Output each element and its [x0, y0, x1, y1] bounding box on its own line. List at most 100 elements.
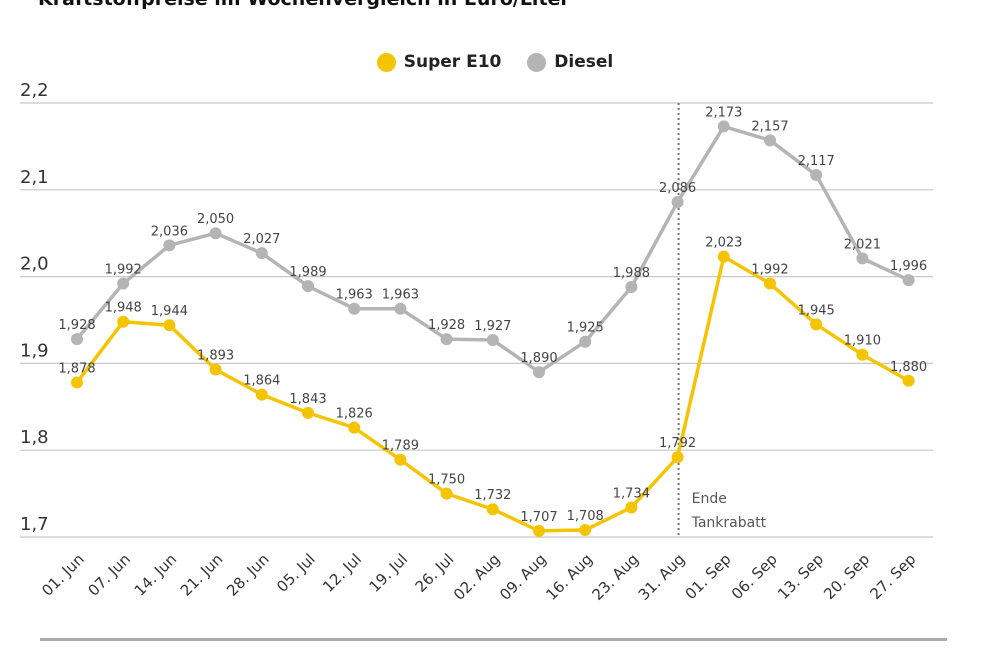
data-label: 2,050 — [197, 212, 234, 227]
data-label: 1,789 — [382, 439, 419, 454]
data-label: 2,023 — [705, 236, 742, 251]
data-point — [764, 134, 776, 147]
data-point — [902, 374, 915, 387]
data-label: 2,173 — [705, 105, 742, 120]
data-label: 2,086 — [659, 181, 696, 196]
data-point — [486, 333, 499, 346]
data-point — [71, 376, 83, 389]
data-label: 1,928 — [58, 318, 95, 333]
data-label: 1,893 — [197, 348, 234, 363]
data-label: 1,708 — [567, 509, 604, 524]
x-tick-label: 27. Sep — [866, 550, 919, 603]
data-label: 1,988 — [613, 266, 650, 281]
data-point — [117, 315, 130, 328]
x-tick-label: 02. Aug — [450, 550, 504, 604]
data-point — [717, 120, 730, 133]
data-label: 2,021 — [844, 237, 881, 252]
data-point — [671, 195, 684, 208]
data-point — [810, 318, 823, 331]
data-label: 1,945 — [798, 303, 835, 318]
data-point — [71, 333, 83, 346]
data-label: 1,989 — [289, 265, 326, 280]
x-tick-label: 21. Jun — [177, 550, 227, 600]
data-point — [533, 524, 545, 537]
data-label: 1,890 — [520, 351, 557, 366]
data-label: 1,732 — [474, 488, 511, 503]
data-label: 2,117 — [798, 154, 835, 169]
x-tick-label: 31. Aug — [635, 550, 689, 604]
data-point — [579, 335, 592, 348]
data-point — [302, 280, 314, 293]
x-tick-label: 05. Jul — [273, 550, 319, 596]
data-point — [394, 302, 407, 315]
x-tick-label: 16. Aug — [542, 550, 596, 604]
x-tick-label: 09. Aug — [496, 550, 550, 604]
legend-item-diesel: Diesel — [527, 52, 613, 72]
x-tick-label: 06. Sep — [728, 550, 781, 603]
data-point — [348, 421, 361, 434]
annotation-label: Tankrabatt — [691, 515, 767, 531]
x-tick-label: 26. Jul — [412, 550, 458, 596]
x-tick-label: 20. Sep — [820, 550, 873, 603]
legend-marker-icon — [527, 52, 547, 72]
data-point — [810, 169, 823, 182]
x-tick-label: 01. Sep — [682, 550, 735, 603]
data-label: 1,992 — [751, 263, 788, 278]
y-tick-label: 2,1 — [20, 167, 49, 188]
data-label: 1,826 — [336, 407, 373, 422]
data-label: 1,843 — [289, 392, 326, 407]
data-point — [163, 239, 176, 252]
data-point — [717, 250, 730, 263]
x-tick-label: 23. Aug — [589, 550, 643, 604]
data-label: 1,927 — [474, 319, 511, 334]
data-label: 1,910 — [844, 334, 881, 349]
data-point — [440, 333, 453, 346]
data-point — [902, 274, 915, 287]
data-point — [856, 348, 869, 361]
data-label: 2,157 — [751, 119, 788, 134]
data-point — [117, 277, 130, 290]
x-tick-label: 01. Jun — [38, 550, 88, 600]
data-label: 2,036 — [151, 224, 188, 239]
data-label: 1,963 — [382, 288, 419, 303]
data-label: 1,750 — [428, 473, 465, 488]
data-point — [163, 319, 176, 332]
y-tick-label: 2,2 — [20, 80, 49, 101]
y-tick-label: 1,8 — [20, 427, 49, 448]
data-point — [671, 451, 684, 464]
y-tick-label: 2,0 — [20, 254, 49, 275]
data-label: 1,864 — [243, 374, 280, 389]
data-point — [625, 501, 638, 514]
data-label: 1,707 — [520, 510, 557, 525]
legend-label: Diesel — [554, 52, 614, 72]
x-tick-label: 19. Jul — [365, 550, 411, 596]
y-tick-label: 1,9 — [20, 340, 49, 361]
x-tick-label: 12. Jul — [319, 550, 365, 596]
data-label: 1,944 — [151, 304, 188, 319]
annotation-label: Ende — [692, 491, 727, 507]
legend: Super E10 Diesel — [0, 52, 990, 77]
data-label: 1,948 — [105, 301, 142, 316]
x-tick-label: 14. Jun — [131, 550, 181, 600]
data-point — [486, 503, 499, 516]
data-label: 1,734 — [613, 486, 650, 501]
data-label: 1,792 — [659, 436, 696, 451]
data-point — [209, 227, 222, 240]
legend-marker-icon — [376, 52, 396, 72]
data-point — [255, 388, 268, 401]
data-point — [348, 302, 361, 315]
data-point — [209, 363, 222, 376]
data-label: 1,925 — [567, 321, 604, 336]
data-point — [625, 281, 638, 294]
y-tick-label: 1,7 — [20, 514, 49, 535]
data-point — [533, 366, 545, 379]
data-point — [255, 247, 268, 260]
data-label: 1,928 — [428, 318, 465, 333]
data-point — [856, 252, 869, 265]
data-label: 1,996 — [890, 259, 927, 274]
data-label: 1,880 — [890, 360, 927, 375]
x-tick-label: 07. Jun — [84, 550, 134, 600]
data-point — [764, 277, 776, 290]
data-label: 1,992 — [105, 263, 142, 278]
